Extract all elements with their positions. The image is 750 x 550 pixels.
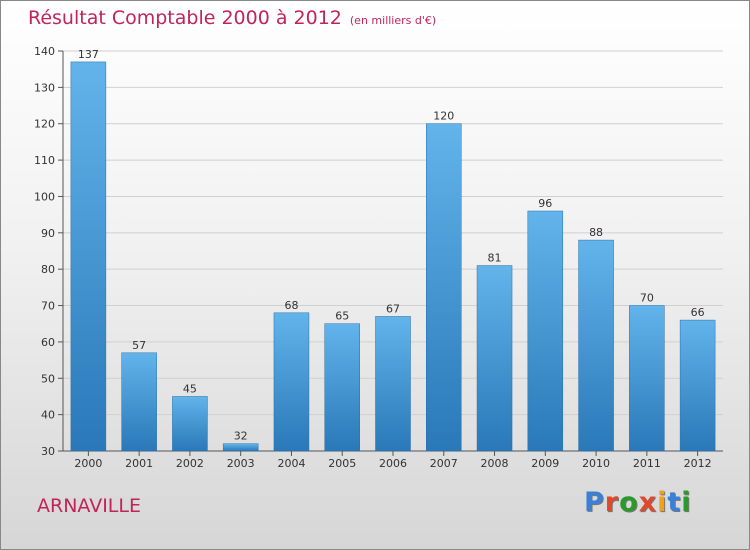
- x-tick-label: 2009: [531, 457, 559, 470]
- x-tick-label: 2012: [684, 457, 712, 470]
- x-tick-label: 2011: [633, 457, 661, 470]
- bar-2012: [679, 319, 716, 452]
- x-tick-label: 2006: [379, 457, 407, 470]
- y-tick-label: 80: [41, 263, 55, 276]
- data-label: 32: [234, 430, 248, 443]
- y-tick-label: 120: [34, 118, 55, 131]
- x-tick-label: 2004: [277, 457, 305, 470]
- data-labels: 137 57 45 32 68 65 67 120 81 96 88 70 66: [78, 48, 705, 443]
- bar-2006: [375, 316, 411, 452]
- data-label: 67: [386, 302, 400, 315]
- y-tick-label: 60: [41, 336, 55, 349]
- data-label: 137: [78, 48, 99, 61]
- x-tick-label: 2001: [125, 457, 153, 470]
- data-label: 81: [488, 252, 502, 265]
- data-label: 66: [691, 306, 705, 319]
- logo-letter: o: [619, 487, 639, 518]
- x-tick-label: 2005: [328, 457, 356, 470]
- bar-2010: [578, 239, 614, 452]
- y-tick-label: 70: [41, 300, 55, 313]
- x-tick-label: 2007: [430, 457, 458, 470]
- x-tick-label: 2003: [227, 457, 255, 470]
- bar-2011: [629, 305, 665, 452]
- y-tick-label: 90: [41, 227, 55, 240]
- y-tick-label: 130: [34, 81, 55, 94]
- data-label: 65: [335, 310, 349, 323]
- y-tick-label: 30: [41, 445, 55, 458]
- x-tick-label: 2000: [74, 457, 102, 470]
- data-label: 68: [284, 299, 298, 312]
- data-label: 96: [538, 197, 552, 210]
- logo-letter: i: [657, 487, 668, 518]
- chart-title: Résultat Comptable 2000 à 2012 (en millie…: [28, 7, 436, 29]
- data-label: 120: [433, 110, 454, 123]
- town-name: ARNAVILLE: [37, 495, 141, 517]
- logo-letter: x: [638, 487, 658, 518]
- bar-2000: [70, 61, 107, 452]
- data-label: 70: [640, 292, 654, 305]
- bar-2001: [121, 352, 157, 452]
- y-tick-label: 110: [34, 154, 55, 167]
- proxiti-logo[interactable]: Proxiti: [584, 487, 692, 518]
- logo-letter: P: [584, 487, 605, 518]
- bar-2002: [172, 396, 208, 452]
- x-tick-label: 2002: [176, 457, 204, 470]
- y-tick-label: 50: [41, 372, 55, 385]
- chart-subtitle: (en milliers d'€): [349, 14, 437, 27]
- y-tick-labels: 30 40 50 60 70 80 90 100 110 120 130 140: [34, 45, 63, 458]
- y-tick-label: 100: [34, 190, 55, 203]
- x-tick-label: 2010: [582, 457, 610, 470]
- bars: [70, 61, 716, 452]
- bar-2009: [527, 210, 564, 452]
- bar-2008: [476, 265, 513, 452]
- logo-letter: i: [681, 487, 692, 518]
- data-label: 45: [183, 382, 197, 395]
- bar-2007: [426, 123, 462, 452]
- data-label: 88: [589, 226, 603, 239]
- bar-2003: [222, 443, 259, 452]
- logo-letter: t: [667, 487, 682, 518]
- x-tick-labels: 2000 2001 2002 2003 2004 2005 2006 2007 2008 2009…: [74, 451, 712, 470]
- bar-2004: [273, 312, 310, 452]
- logo-letter: r: [604, 487, 620, 518]
- y-tick-label: 40: [41, 409, 55, 422]
- chart-title-text: Résultat Comptable 2000 à 2012: [28, 7, 342, 29]
- y-tick-label: 140: [34, 45, 55, 58]
- bar-2005: [324, 323, 360, 452]
- x-tick-label: 2008: [481, 457, 509, 470]
- data-label: 57: [132, 339, 146, 352]
